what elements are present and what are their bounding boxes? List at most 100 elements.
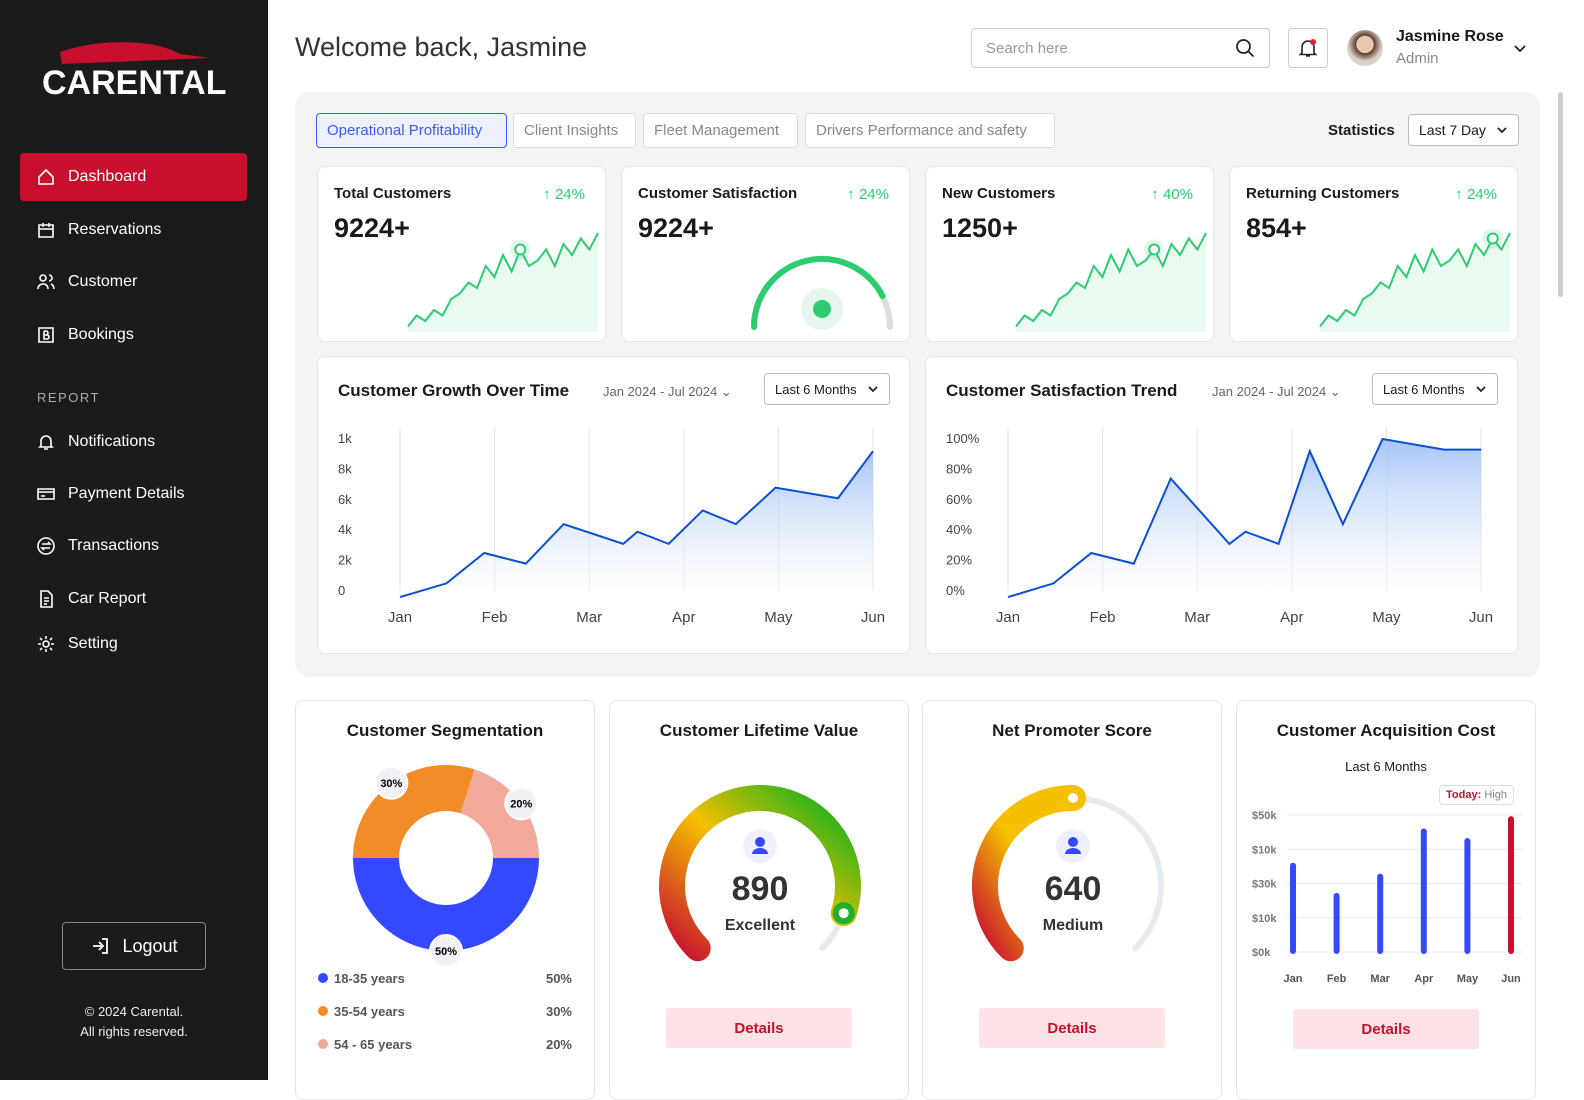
user-role: Admin <box>1396 50 1439 67</box>
acquisition-cost-card: Customer Acquisition Cost Last 6 Months … <box>1236 700 1536 1100</box>
kpi-title: Total Customers <box>334 185 452 202</box>
series-line <box>1007 437 1481 599</box>
logout-button[interactable]: Logout <box>62 922 206 970</box>
x-tick-label: Jan <box>388 609 412 626</box>
arrow-up-icon: ↑ <box>847 186 855 203</box>
y-tick-label: 100% <box>946 431 980 446</box>
sidebar-item-transactions[interactable]: Transactions <box>20 522 247 570</box>
x-tick-label: Mar <box>1370 973 1390 985</box>
slice-label: 30% <box>380 778 402 790</box>
date-range-dropdown[interactable]: Jan 2024 - Jul 2024 ⌄ <box>1212 384 1341 399</box>
search-input[interactable]: Search here <box>971 28 1270 68</box>
x-tick-label: Jan <box>996 609 1020 626</box>
kpi-value: 1250+ <box>942 213 1018 243</box>
legend-item: 35-54 years 30% <box>318 1004 572 1019</box>
x-tick-label: Apr <box>672 609 695 626</box>
page-title: Welcome back, Jasmine <box>295 32 588 62</box>
sidebar-item-customer[interactable]: Customer <box>20 258 247 306</box>
home-icon <box>38 168 54 185</box>
sidebar-item-label: Transactions <box>68 537 159 554</box>
arrow-up-icon: ↑ <box>543 186 551 203</box>
sidebar-item-label: Reservations <box>68 220 162 238</box>
sparkline <box>1015 232 1207 332</box>
sidebar-item-payment-details[interactable]: Payment Details <box>20 470 247 518</box>
arrow-up-icon: ↑ <box>1151 186 1159 203</box>
sidebar-item-notifications[interactable]: Notifications <box>20 418 247 466</box>
sidebar-item-reservations[interactable]: Reservations <box>20 206 247 254</box>
y-tick-label: $10k <box>1252 913 1277 925</box>
acquisition-cost-chart: $0k $10k $30k $10k $50k Jan Feb Mar Apr May Jun <box>1252 810 1522 985</box>
tab-client[interactable]: Client Insights <box>513 113 636 148</box>
sidebar-item-car-report[interactable]: Car Report <box>20 575 247 623</box>
sidebar-item-setting[interactable]: Setting <box>20 620 247 668</box>
document-icon <box>40 590 53 608</box>
notifications-button[interactable] <box>1288 28 1328 68</box>
tab-drivers[interactable]: Drivers Performance and safety <box>805 113 1055 148</box>
logout-label: Logout <box>122 935 178 956</box>
lifetime-value-card: Customer Lifetime Value 890 Excellent Det… <box>609 700 909 1100</box>
details-button[interactable]: Details <box>979 1008 1165 1048</box>
slice-label-badge <box>504 786 539 821</box>
copyright: © 2024 Carental. All rights reserved. <box>80 1004 188 1039</box>
customer-growth-chart: Jan Feb Mar Apr May Jun 0 2k 4k 6k 8k 1k <box>338 427 885 626</box>
y-tick-label: $10k <box>1252 844 1277 856</box>
card-title: Customer Segmentation <box>346 721 544 740</box>
x-tick-label: Feb <box>482 609 508 626</box>
nps-card: Net Promoter Score 640 Medium Details <box>922 700 1222 1100</box>
calendar-icon <box>38 222 54 238</box>
tab-operational[interactable]: Operational Profitability <box>316 113 507 148</box>
sparkline-line <box>1015 232 1207 328</box>
series-line <box>399 450 874 599</box>
date-range-dropdown[interactable]: Jan 2024 - Jul 2024 ⌄ <box>603 384 732 399</box>
today-badge: Today: High <box>1439 785 1514 805</box>
sidebar-item-dashboard[interactable]: Dashboard <box>20 153 247 201</box>
x-tick-label: Mar <box>576 609 602 626</box>
tab-fleet[interactable]: Fleet Management <box>643 113 798 148</box>
satisfaction-trend-card: Customer Satisfaction Trend Jan 2024 - J… <box>925 356 1518 654</box>
period-dropdown[interactable]: Last 6 Months <box>1372 373 1498 405</box>
sidebar-item-bookings[interactable]: Bookings <box>20 311 247 359</box>
user-menu-chevron-icon[interactable] <box>1512 40 1528 56</box>
slice-label-badge <box>374 765 409 800</box>
card-subtitle: Last 6 Months <box>1345 759 1427 774</box>
donut-slice <box>353 765 475 858</box>
kpi-title: Customer Satisfaction <box>638 185 798 202</box>
kpi-title: Returning Customers <box>1246 185 1400 202</box>
x-tick-label: Jun <box>1469 609 1493 626</box>
avatar[interactable] <box>1347 30 1383 66</box>
sparkline <box>407 232 599 332</box>
gauge-fill <box>659 785 861 962</box>
x-tick-label: Apr <box>1414 973 1434 985</box>
kpi-delta: ↑ 40% <box>1151 186 1193 203</box>
arrow-up-icon: ↑ <box>1455 186 1463 203</box>
x-tick-label: Jun <box>1501 973 1521 985</box>
y-tick-label: 60% <box>946 492 972 507</box>
gauge-value: 890 <box>732 870 789 908</box>
bell-icon <box>1298 39 1318 57</box>
y-tick-label: 40% <box>946 522 972 537</box>
segmentation-card: Customer Segmentation 50% 30% 20% 18-35 ye… <box>295 700 595 1100</box>
sidebar-item-label: Bookings <box>68 325 134 343</box>
x-tick-label: May <box>764 609 793 626</box>
logout-icon <box>93 938 109 954</box>
search-placeholder: Search here <box>986 39 1068 57</box>
chevron-down-icon <box>1497 127 1507 134</box>
customer-growth-card: Customer Growth Over Time Jan 2024 - Jul… <box>317 356 910 654</box>
slice-label: 50% <box>435 946 457 958</box>
carental-logo[interactable]: CARENTAL <box>40 40 230 105</box>
search-icon[interactable] <box>1235 38 1255 58</box>
sidebar-item-label: Car Report <box>68 590 147 607</box>
y-tick-label: 1k <box>338 431 352 446</box>
y-tick-label: $30k <box>1252 879 1277 891</box>
report-section-label: REPORT <box>37 390 100 405</box>
statistics-period-dropdown[interactable]: Last 7 Day <box>1408 114 1519 146</box>
kpi-value: 854+ <box>1246 213 1307 243</box>
sidebar-item-label: Dashboard <box>68 168 147 185</box>
x-tick-label: Apr <box>1280 609 1303 626</box>
scrollbar[interactable] <box>1558 92 1563 297</box>
period-dropdown[interactable]: Last 6 Months <box>764 373 890 405</box>
details-button[interactable]: Details <box>666 1008 852 1048</box>
details-button[interactable]: Details <box>1293 1009 1479 1049</box>
card-title: Net Promoter Score <box>992 721 1152 740</box>
users-icon <box>37 274 55 290</box>
